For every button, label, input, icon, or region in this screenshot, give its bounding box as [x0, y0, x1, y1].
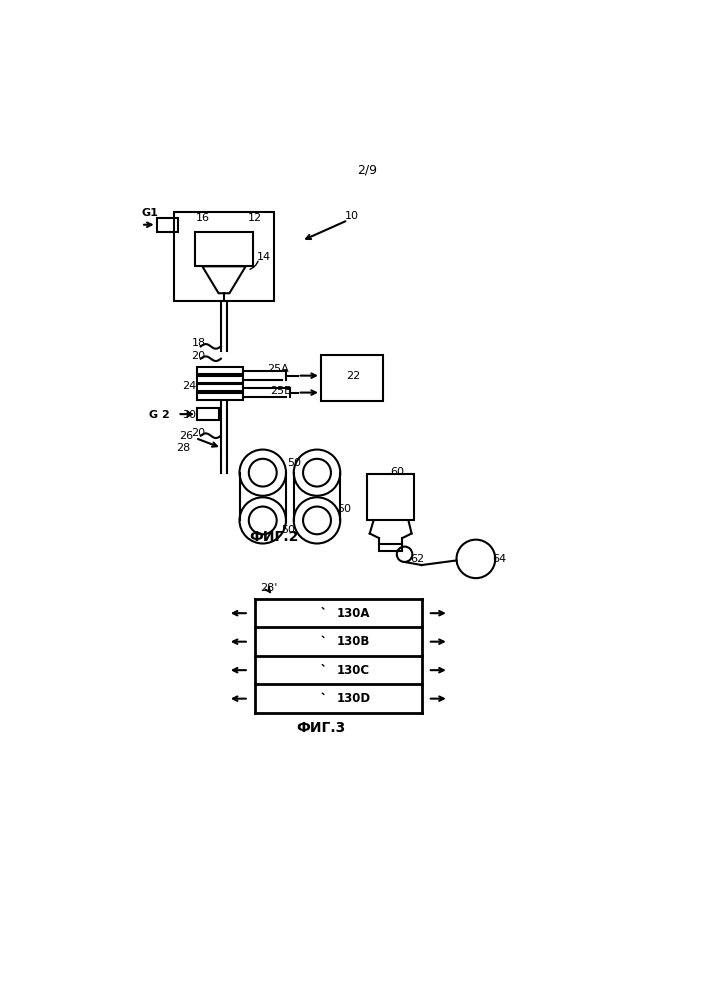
Text: 130D: 130D [337, 692, 370, 705]
Text: 25A: 25A [267, 364, 289, 374]
Text: 2/9: 2/9 [357, 164, 378, 177]
Text: 50: 50 [281, 525, 296, 535]
Text: 50: 50 [337, 504, 351, 514]
Text: ФИГ.3: ФИГ.3 [296, 721, 346, 735]
Text: 18: 18 [192, 338, 206, 348]
Bar [156, 218, 178, 232]
Bar [197, 384, 243, 391]
Text: 28: 28 [176, 443, 190, 453]
Bar [197, 376, 243, 383]
Text: 22: 22 [346, 371, 361, 381]
Text: 64: 64 [492, 554, 506, 564]
Text: 30: 30 [182, 410, 196, 420]
Text: 10: 10 [345, 211, 359, 221]
Text: 130A: 130A [337, 607, 370, 620]
Text: 130B: 130B [337, 635, 370, 648]
Bar [174, 212, 274, 301]
Text: 28': 28' [260, 583, 278, 593]
Bar [321, 355, 383, 401]
Text: 24: 24 [182, 381, 197, 391]
Text: 14: 14 [257, 252, 271, 262]
Bar [197, 367, 243, 374]
Text: 25B: 25B [269, 386, 291, 396]
Bar [197, 393, 243, 400]
Bar [197, 408, 218, 420]
Text: 20: 20 [192, 351, 206, 361]
Text: 62: 62 [410, 554, 424, 564]
Bar [194, 232, 253, 266]
Text: 26: 26 [179, 431, 193, 441]
Bar [379, 544, 402, 551]
Text: 12: 12 [248, 213, 262, 223]
Text: 20: 20 [192, 428, 206, 438]
Text: 60: 60 [390, 467, 404, 477]
Text: 50: 50 [287, 458, 300, 468]
Text: 16: 16 [196, 213, 210, 223]
Bar [368, 474, 414, 520]
Text: G 2: G 2 [149, 410, 170, 420]
Text: ФИГ.2: ФИГ.2 [250, 530, 299, 544]
Text: 130C: 130C [337, 664, 370, 677]
Text: G1: G1 [141, 208, 158, 218]
